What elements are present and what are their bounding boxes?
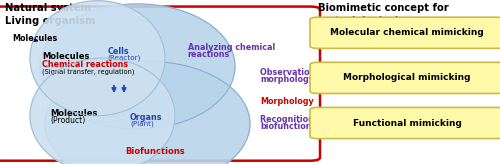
Text: Molecules: Molecules xyxy=(12,34,58,43)
Text: Morphological mimicking: Morphological mimicking xyxy=(343,73,471,82)
Text: (Plant): (Plant) xyxy=(130,121,154,127)
Text: (Reactor): (Reactor) xyxy=(108,55,141,62)
Text: Functional mimicking: Functional mimicking xyxy=(352,119,462,127)
Text: Molecules: Molecules xyxy=(42,52,90,61)
FancyBboxPatch shape xyxy=(0,7,320,161)
Text: Organs: Organs xyxy=(130,113,162,122)
FancyBboxPatch shape xyxy=(310,17,500,48)
FancyBboxPatch shape xyxy=(310,107,500,139)
Text: biofunctions: biofunctions xyxy=(260,122,316,131)
Ellipse shape xyxy=(30,58,175,164)
Text: Morphology: Morphology xyxy=(260,97,314,106)
Ellipse shape xyxy=(40,4,235,129)
Text: reactions: reactions xyxy=(188,50,230,59)
Ellipse shape xyxy=(45,61,250,164)
Text: (Signal transfer, regulation): (Signal transfer, regulation) xyxy=(42,69,135,75)
Text: Chemical reactions: Chemical reactions xyxy=(42,60,128,69)
Text: Cells: Cells xyxy=(108,47,129,56)
Text: Biofunctions: Biofunctions xyxy=(125,147,185,156)
FancyBboxPatch shape xyxy=(310,62,500,93)
Text: Molecular chemical mimicking: Molecular chemical mimicking xyxy=(330,28,484,37)
Ellipse shape xyxy=(30,1,165,116)
Text: Recognition of: Recognition of xyxy=(260,115,326,124)
Text: (Product): (Product) xyxy=(50,116,85,124)
Text: Molecules: Molecules xyxy=(50,109,98,118)
Text: morphology: morphology xyxy=(260,75,314,84)
Text: Observation of: Observation of xyxy=(260,69,327,77)
Text: Analyzing chemical: Analyzing chemical xyxy=(188,43,275,52)
Text: Natural system
Living organism: Natural system Living organism xyxy=(5,3,96,26)
Text: Biomimetic concept for
materials design: Biomimetic concept for materials design xyxy=(318,3,448,26)
